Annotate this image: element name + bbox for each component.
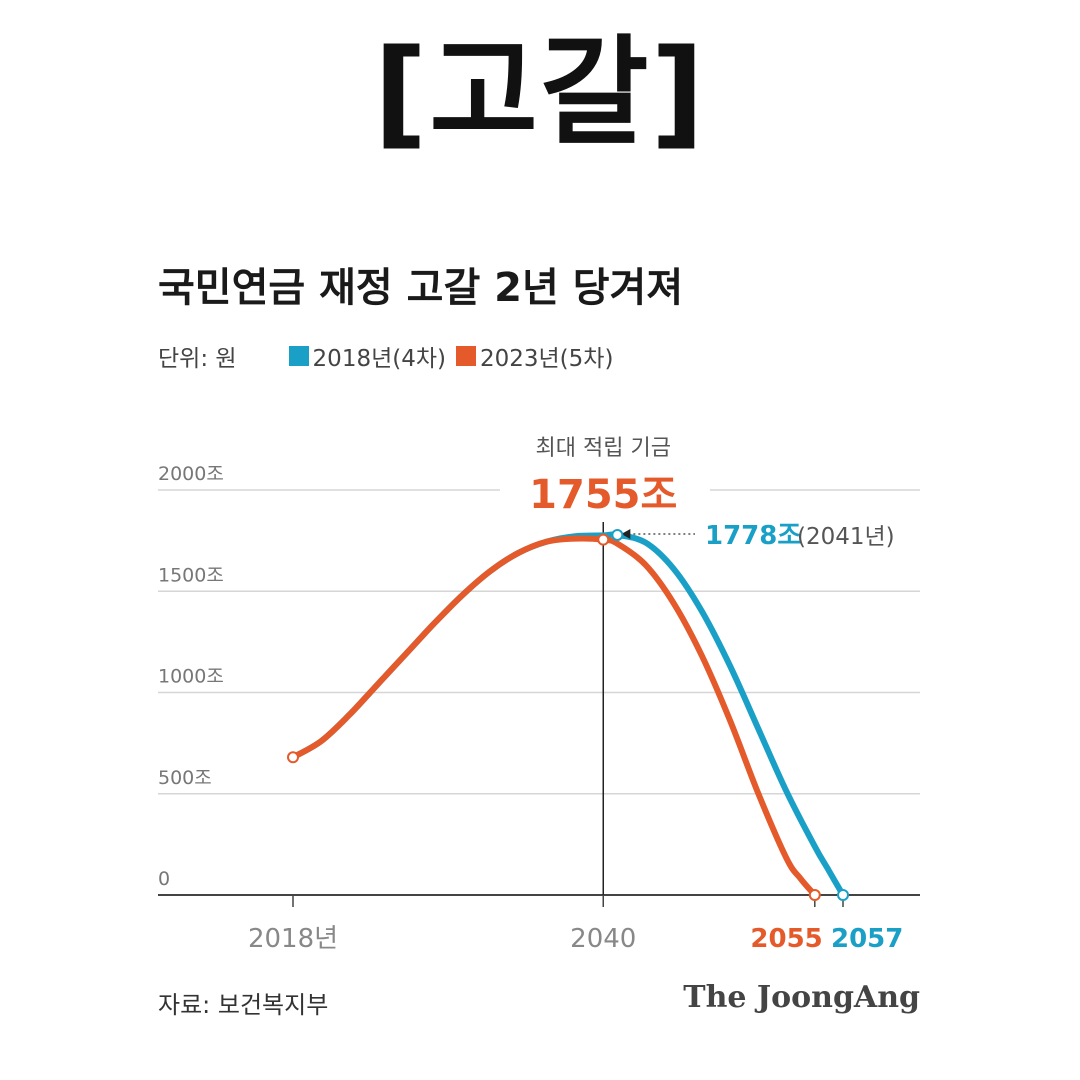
- peak-value-2018: 1778조: [705, 521, 801, 551]
- peak-label-bg: [500, 464, 710, 516]
- headline: [고갈]: [373, 23, 707, 161]
- peak-label: 최대 적립 기금: [536, 436, 671, 461]
- y-tick-label-2000: 2000조: [158, 463, 224, 485]
- x-tick-label-2057: 2057: [831, 924, 903, 954]
- legend-label-2023: 2023년(5차): [479, 346, 614, 372]
- legend: 단위: 원 2018년(4차) 2023년(5차): [158, 338, 623, 374]
- x-tick-label-2040: 2040: [570, 924, 636, 954]
- marker-depletion-2055: [808, 889, 821, 901]
- y-tick-label-0: 0: [158, 868, 170, 890]
- legend-item-2023: 2023년(5차): [455, 339, 614, 373]
- chart-title: 국민연금 재정 고갈 2년 당겨져: [158, 265, 684, 311]
- y-tick-label-500: 500조: [158, 767, 212, 789]
- y-tick-label-1000: 1000조: [158, 666, 224, 688]
- series-line-0: [290, 531, 846, 898]
- series-line-1: [290, 535, 818, 898]
- legend-item-2018: 2018년(4차): [288, 339, 446, 373]
- x-tick-label-2018: 2018년: [248, 924, 338, 954]
- legend-swatch-2018: [288, 346, 309, 366]
- marker-peak-2018: [611, 528, 624, 541]
- y-tick-label-1500: 1500조: [158, 564, 224, 586]
- marker-start-2018: [287, 751, 299, 764]
- peak-2018-arrowhead: [621, 528, 631, 539]
- source-note: 자료: 보건복지부: [158, 991, 329, 1019]
- unit-label: 단위: 원: [158, 346, 237, 372]
- peak-year-2018: (2041년): [797, 524, 895, 550]
- marker-depletion-2057: [837, 889, 849, 901]
- legend-label-2018: 2018년(4차): [312, 346, 446, 372]
- brand-logo: The JoongAng: [683, 980, 920, 1015]
- legend-swatch-2023: [455, 346, 476, 366]
- x-tick-label-2055: 2055: [750, 924, 822, 954]
- marker-peak-2023: [597, 533, 610, 546]
- peak-value-2023: 1755조: [529, 472, 677, 518]
